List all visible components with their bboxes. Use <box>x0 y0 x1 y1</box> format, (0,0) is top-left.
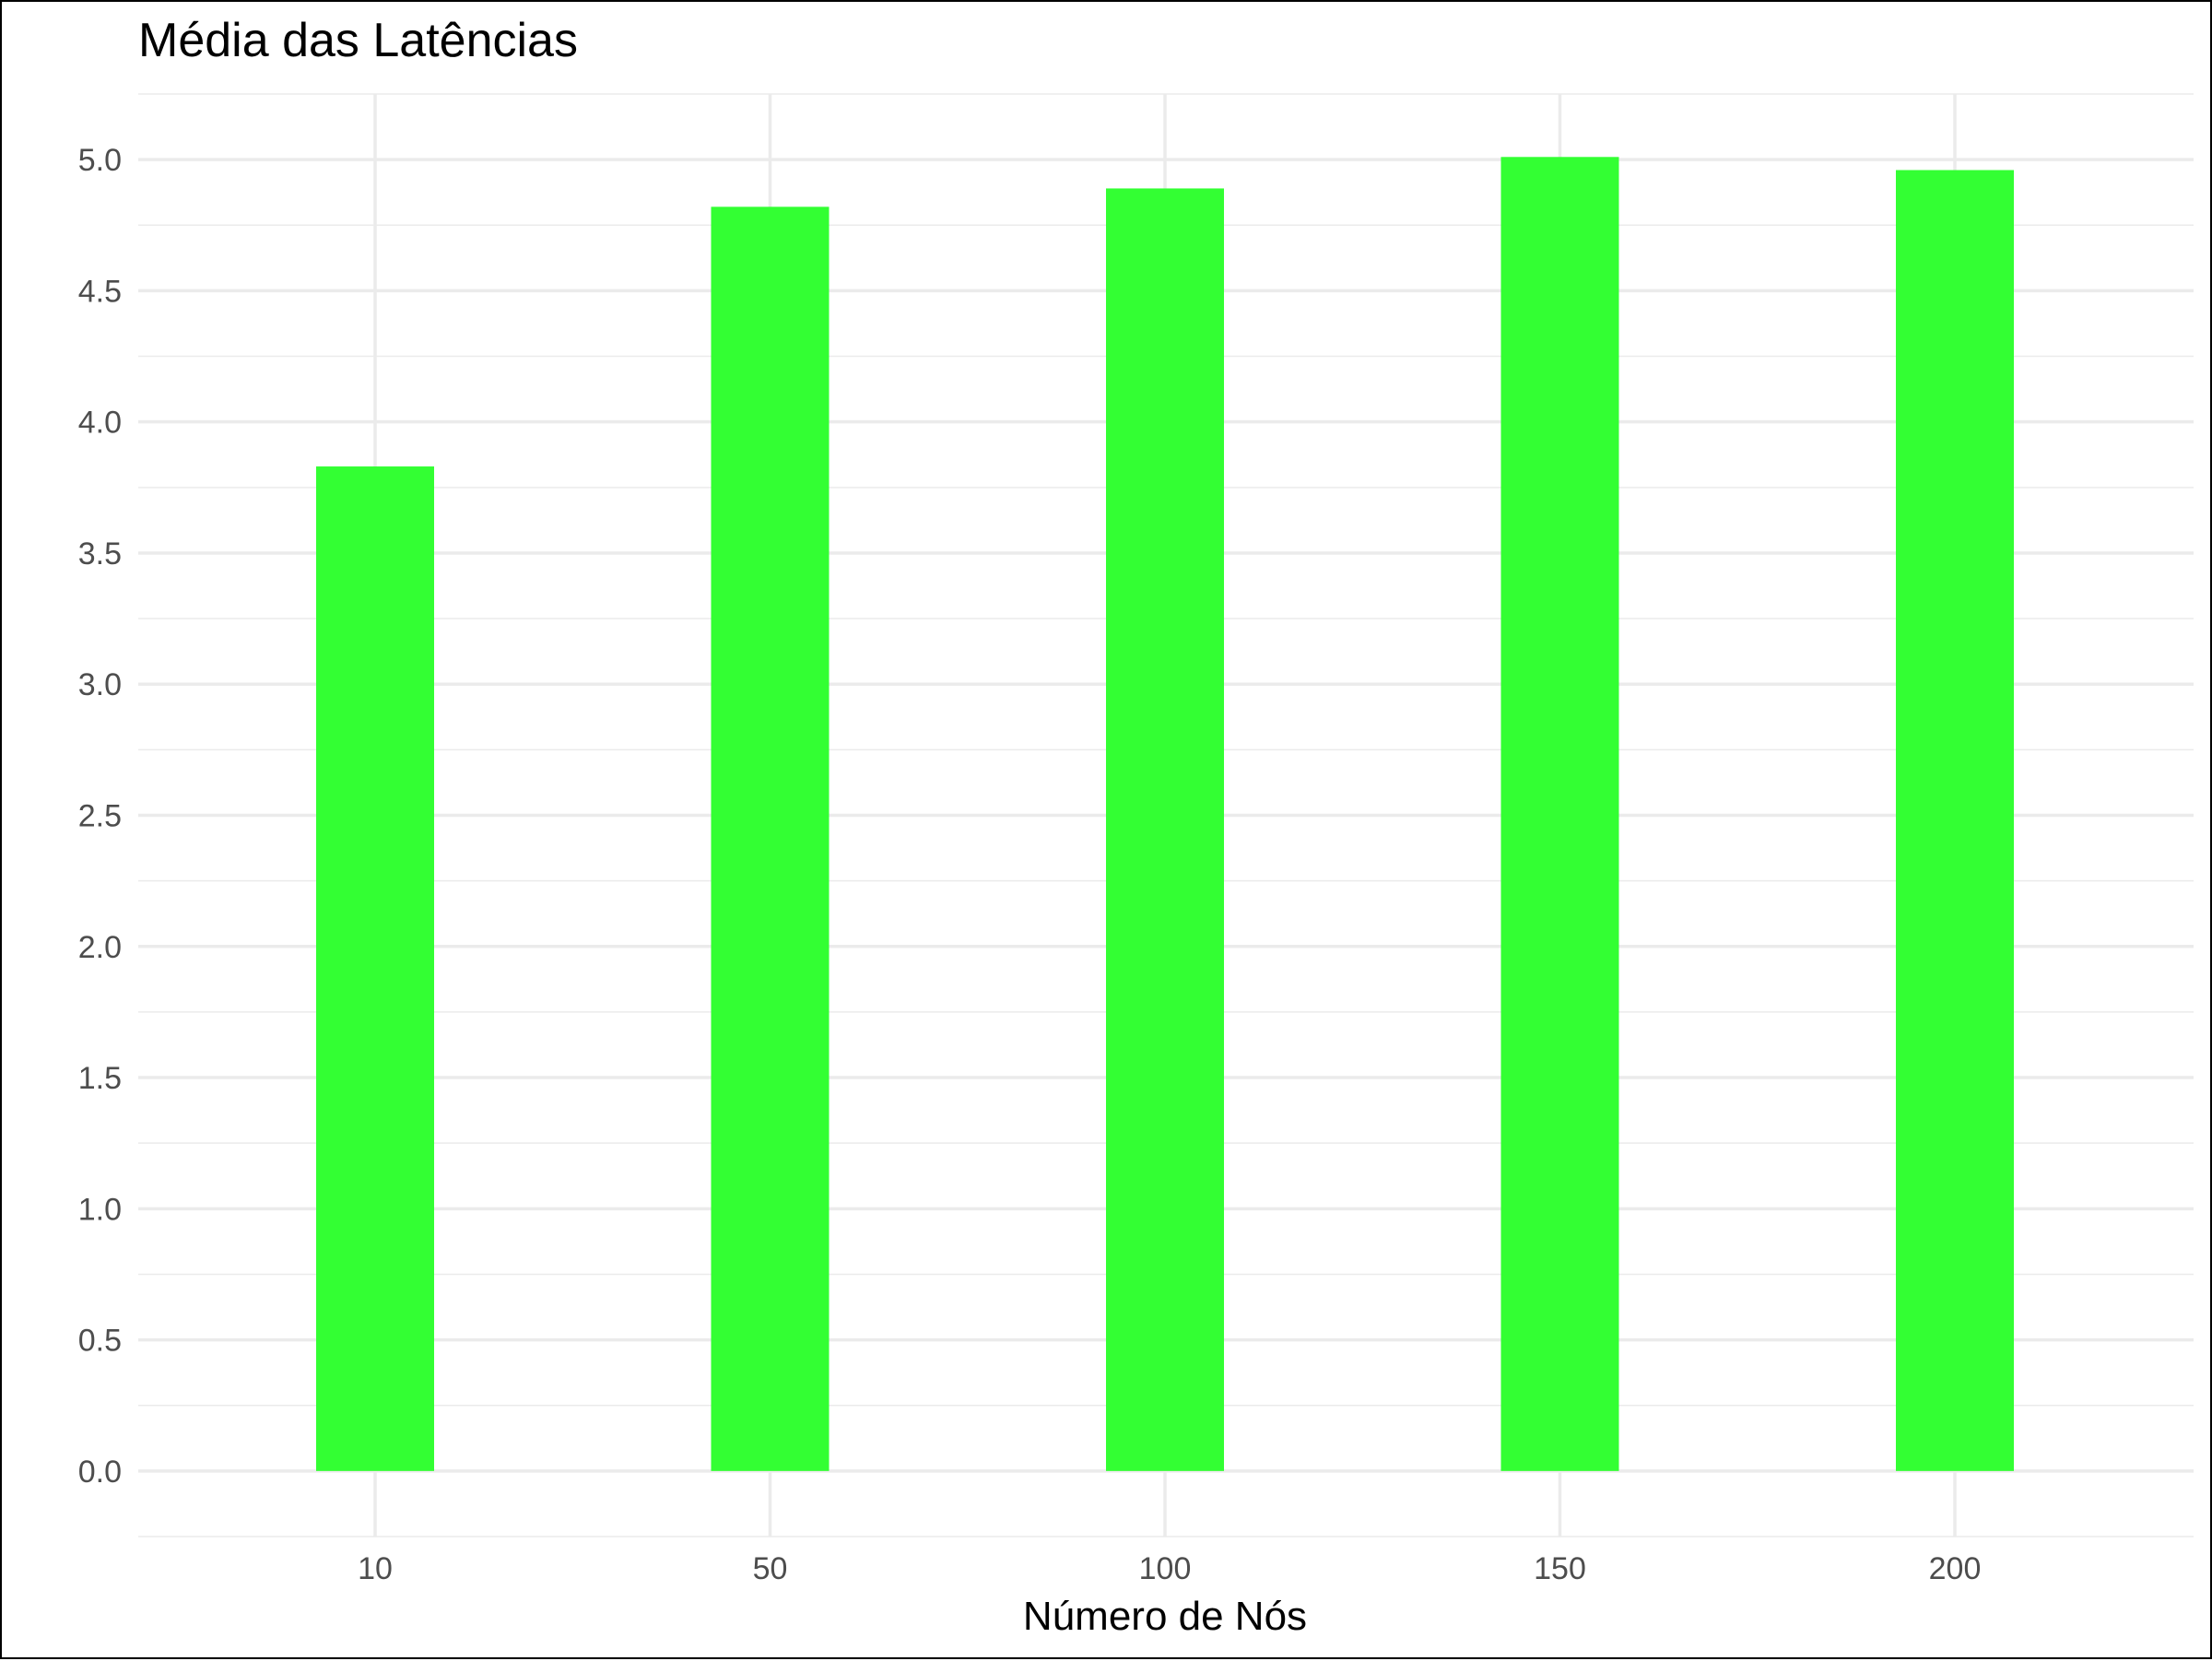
y-tick-label: 1.0 <box>78 1192 122 1227</box>
x-tick-label: 50 <box>753 1551 788 1586</box>
bar-150 <box>1500 157 1619 1471</box>
y-tick-label: 5.0 <box>78 143 122 178</box>
x-tick-label: 150 <box>1534 1551 1586 1586</box>
x-axis-ticks: 10 50 100 150 200 <box>358 1551 1981 1586</box>
x-tick-label: 100 <box>1139 1551 1192 1586</box>
bar-100 <box>1106 188 1224 1471</box>
chart-title: Média das Latências <box>138 14 578 67</box>
y-tick-label: 4.5 <box>78 274 122 309</box>
y-tick-label: 2.5 <box>78 799 122 834</box>
bar-200 <box>1896 170 2014 1471</box>
y-tick-label: 3.5 <box>78 536 122 571</box>
x-axis-title: Número de Nós <box>1023 1594 1307 1639</box>
y-tick-label: 2.0 <box>78 930 122 965</box>
x-tick-label: 200 <box>1929 1551 1982 1586</box>
x-tick-label: 10 <box>358 1551 393 1586</box>
y-tick-label: 1.5 <box>78 1061 122 1096</box>
bar-50 <box>711 206 830 1471</box>
y-tick-label: 4.0 <box>78 406 122 441</box>
y-tick-label: 3.0 <box>78 667 122 702</box>
bar-10 <box>316 466 434 1471</box>
y-axis-ticks: 0.0 0.5 1.0 1.5 2.0 2.5 3.0 3.5 4.0 4.5 5.0 <box>78 143 122 1490</box>
y-tick-label: 0.5 <box>78 1324 122 1359</box>
y-tick-label: 0.0 <box>78 1455 122 1490</box>
bars <box>316 157 2014 1471</box>
